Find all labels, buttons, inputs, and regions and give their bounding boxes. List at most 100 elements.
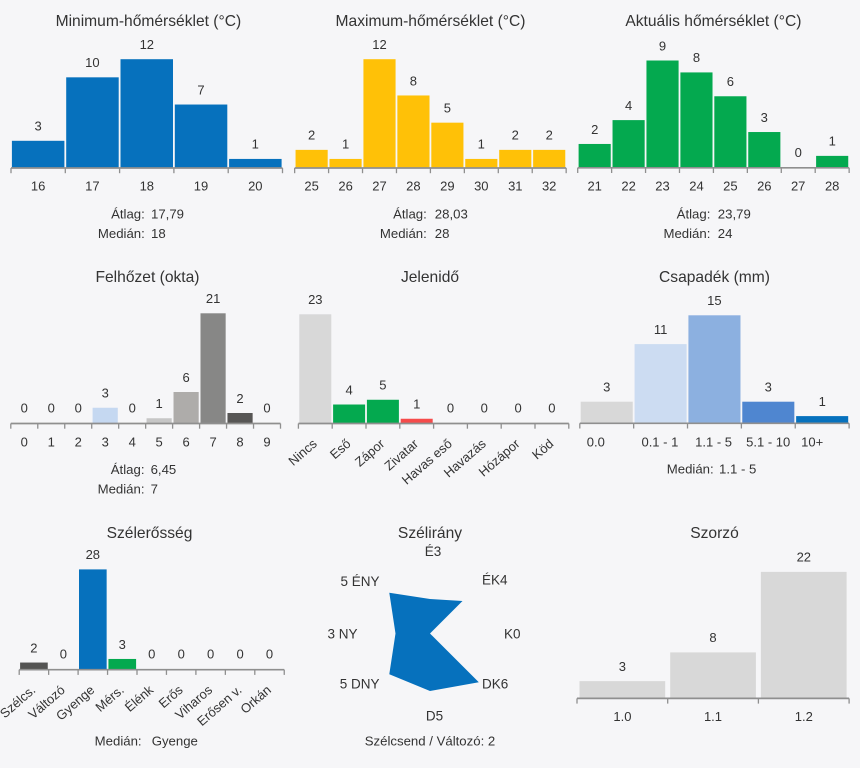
svg-text:0: 0: [178, 647, 185, 662]
svg-text:Gyenge: Gyenge: [152, 733, 198, 748]
svg-text:5: 5: [379, 378, 386, 393]
svg-text:10+: 10+: [801, 435, 823, 450]
svg-text:0: 0: [60, 647, 67, 662]
svg-text:1.1 - 5: 1.1 - 5: [719, 461, 756, 476]
svg-text:D5: D5: [426, 709, 443, 724]
svg-text:1: 1: [342, 137, 349, 152]
svg-text:16: 16: [31, 179, 45, 194]
svg-text:1: 1: [478, 137, 485, 152]
svg-text:4: 4: [345, 382, 352, 397]
svg-text:0: 0: [48, 401, 55, 416]
svg-text:28: 28: [86, 547, 100, 562]
svg-text:15: 15: [707, 293, 721, 308]
svg-text:1.0: 1.0: [613, 709, 631, 724]
svg-text:27: 27: [372, 179, 386, 194]
svg-text:3 NY: 3 NY: [327, 626, 357, 641]
svg-text:31: 31: [508, 179, 522, 194]
svg-text:0: 0: [263, 401, 270, 416]
svg-text:0.1 - 1: 0.1 - 1: [641, 435, 678, 450]
svg-text:1.1: 1.1: [704, 709, 722, 724]
svg-text:21: 21: [206, 291, 220, 306]
svg-text:Felhőzet (okta): Felhőzet (okta): [95, 269, 199, 286]
svg-text:10: 10: [85, 55, 99, 70]
svg-text:2: 2: [75, 434, 82, 449]
svg-text:8: 8: [693, 50, 700, 65]
svg-text:12: 12: [372, 37, 386, 52]
svg-text:0: 0: [795, 145, 802, 160]
svg-text:Szélerősség: Szélerősség: [107, 525, 193, 542]
svg-text:2: 2: [30, 640, 37, 655]
svg-text:7: 7: [209, 434, 216, 449]
svg-text:0: 0: [447, 401, 454, 416]
svg-text:12: 12: [140, 37, 154, 52]
svg-text:21: 21: [587, 179, 601, 194]
svg-text:8: 8: [236, 434, 243, 449]
svg-text:0: 0: [548, 401, 555, 416]
svg-text:Medián:: Medián:: [380, 226, 427, 241]
svg-text:5.1 - 10: 5.1 - 10: [746, 435, 790, 450]
svg-text:6: 6: [182, 370, 189, 385]
svg-text:3: 3: [603, 380, 610, 395]
svg-text:4: 4: [129, 434, 136, 449]
svg-text:5 DNY: 5 DNY: [340, 677, 380, 692]
svg-text:3: 3: [102, 434, 109, 449]
svg-text:22: 22: [797, 550, 811, 565]
svg-text:11: 11: [654, 322, 668, 337]
svg-text:5: 5: [155, 434, 162, 449]
svg-text:24: 24: [718, 226, 733, 241]
svg-text:7: 7: [151, 482, 158, 497]
svg-text:2: 2: [308, 128, 315, 143]
svg-text:23,79: 23,79: [718, 206, 751, 221]
svg-text:Medián:: Medián:: [663, 226, 710, 241]
svg-text:30: 30: [474, 179, 488, 194]
svg-text:0: 0: [266, 647, 273, 662]
svg-text:Átlag:: Átlag:: [111, 206, 145, 221]
svg-text:0: 0: [514, 401, 521, 416]
svg-text:Medián:: Medián:: [95, 733, 142, 748]
svg-text:9: 9: [263, 434, 270, 449]
svg-text:1.1 - 5: 1.1 - 5: [695, 435, 732, 450]
svg-text:32: 32: [542, 179, 556, 194]
svg-text:1: 1: [252, 137, 259, 152]
svg-text:0: 0: [236, 647, 243, 662]
svg-text:0: 0: [21, 434, 28, 449]
svg-text:1: 1: [413, 397, 420, 412]
svg-text:K0: K0: [504, 626, 521, 641]
svg-text:3: 3: [765, 380, 772, 395]
svg-text:3: 3: [34, 119, 41, 134]
svg-text:17: 17: [85, 179, 99, 194]
svg-text:23: 23: [308, 292, 322, 307]
svg-text:ÉK4: ÉK4: [482, 573, 508, 588]
svg-text:5 ÉNY: 5 ÉNY: [340, 574, 379, 589]
svg-text:20: 20: [248, 179, 262, 194]
svg-text:7: 7: [197, 82, 204, 97]
svg-text:3: 3: [619, 659, 626, 674]
svg-text:DK6: DK6: [482, 677, 508, 692]
svg-text:0: 0: [21, 401, 28, 416]
svg-text:Csapadék (mm): Csapadék (mm): [659, 269, 770, 286]
svg-text:4: 4: [625, 98, 632, 113]
svg-text:0: 0: [129, 401, 136, 416]
svg-text:Maximum-hőmérséklet (°C): Maximum-hőmérséklet (°C): [336, 13, 526, 30]
svg-text:Aktuális hőmérséklet (°C): Aktuális hőmérséklet (°C): [625, 13, 801, 30]
svg-text:Minimum-hőmérséklet (°C): Minimum-hőmérséklet (°C): [56, 13, 242, 30]
svg-text:3: 3: [761, 110, 768, 125]
svg-text:0: 0: [148, 647, 155, 662]
svg-text:1: 1: [155, 396, 162, 411]
svg-text:9: 9: [659, 38, 666, 53]
svg-text:0.0: 0.0: [587, 435, 605, 450]
svg-text:Jelenidő: Jelenidő: [401, 269, 459, 286]
svg-text:0: 0: [75, 401, 82, 416]
svg-text:Medián:: Medián:: [98, 226, 145, 241]
svg-text:1: 1: [819, 394, 826, 409]
svg-text:27: 27: [791, 179, 805, 194]
svg-text:29: 29: [440, 179, 454, 194]
svg-text:28: 28: [406, 179, 420, 194]
svg-text:3: 3: [102, 386, 109, 401]
svg-text:24: 24: [689, 179, 703, 194]
svg-text:8: 8: [410, 73, 417, 88]
svg-text:8: 8: [709, 630, 716, 645]
svg-text:28: 28: [825, 179, 839, 194]
svg-text:26: 26: [338, 179, 352, 194]
svg-text:Átlag:: Átlag:: [111, 462, 145, 477]
